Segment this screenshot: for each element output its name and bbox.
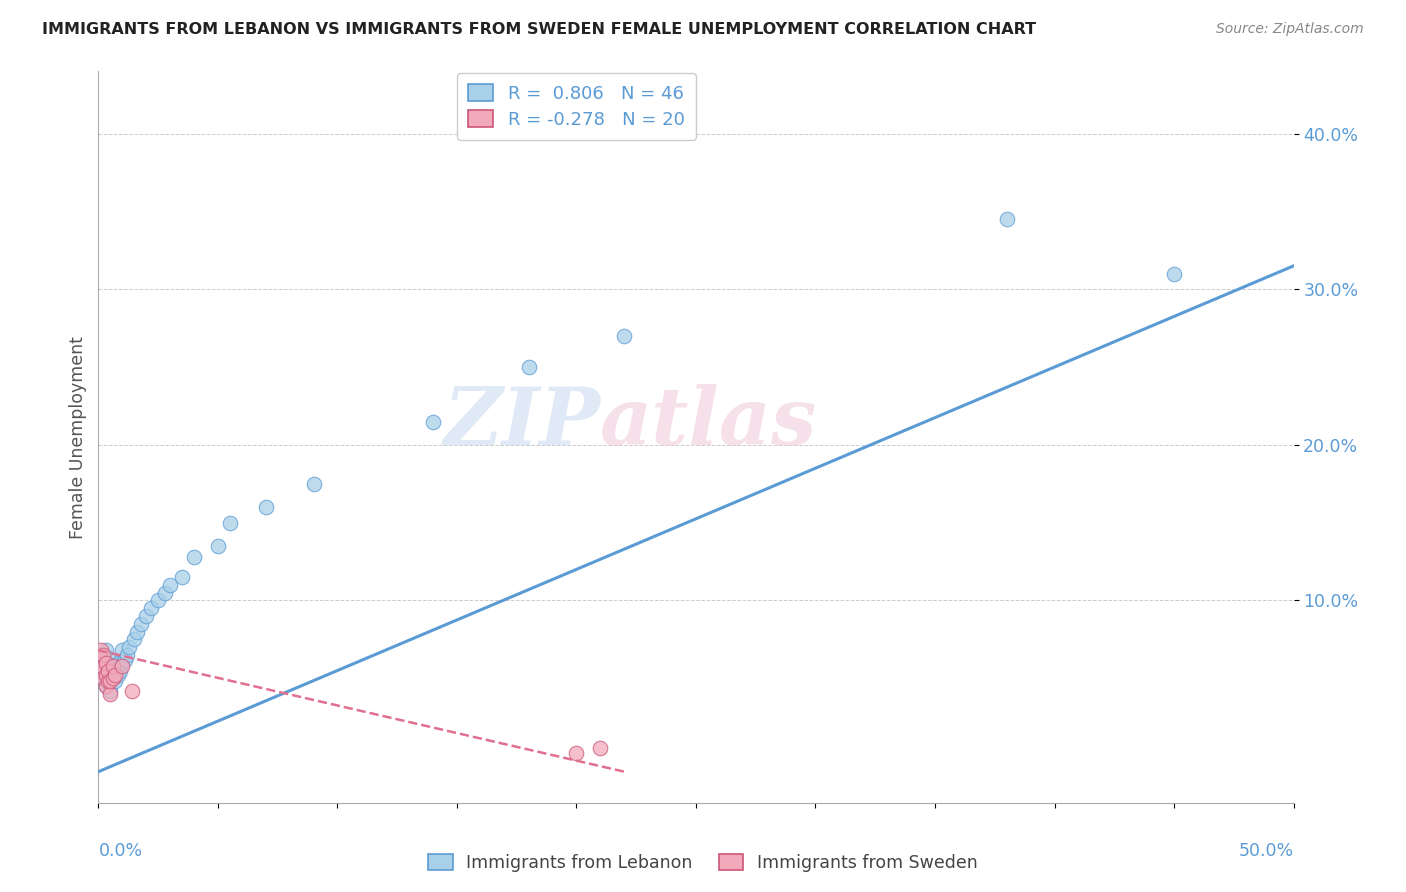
Point: [111, 656, 134, 670]
Point: [101, 658, 124, 673]
Point: [207, 539, 229, 553]
Point: [90, 664, 112, 678]
Point: [121, 683, 143, 698]
Point: [114, 652, 136, 666]
Point: [135, 609, 157, 624]
Point: [565, 746, 588, 760]
Point: [91, 671, 114, 685]
Y-axis label: Female Unemployment: Female Unemployment: [69, 335, 87, 539]
Point: [94, 668, 117, 682]
Point: [172, 570, 194, 584]
Point: [94, 656, 117, 670]
Point: [97, 664, 120, 678]
Point: [155, 585, 177, 599]
Point: [94, 679, 117, 693]
Point: [98, 674, 122, 689]
Point: [111, 643, 134, 657]
Point: [98, 671, 122, 685]
Point: [107, 668, 129, 682]
Point: [159, 578, 181, 592]
Point: [118, 640, 141, 655]
Legend: R =  0.806   N = 46, R = -0.278   N = 20: R = 0.806 N = 46, R = -0.278 N = 20: [457, 73, 696, 139]
Point: [91, 671, 114, 685]
Point: [97, 674, 120, 689]
Point: [101, 671, 124, 685]
Point: [94, 643, 117, 657]
Point: [97, 674, 120, 689]
Point: [254, 500, 277, 515]
Point: [613, 329, 636, 343]
Point: [104, 668, 127, 682]
Point: [517, 359, 540, 374]
Text: IMMIGRANTS FROM LEBANON VS IMMIGRANTS FROM SWEDEN FEMALE UNEMPLOYMENT CORRELATIO: IMMIGRANTS FROM LEBANON VS IMMIGRANTS FR…: [42, 22, 1036, 37]
Point: [104, 662, 127, 676]
Point: [90, 643, 112, 657]
Point: [125, 624, 148, 639]
Point: [90, 652, 112, 666]
Point: [91, 660, 114, 674]
Point: [124, 632, 146, 647]
Point: [97, 664, 120, 678]
Point: [94, 656, 117, 670]
Point: [94, 668, 117, 682]
Point: [90, 652, 112, 666]
Point: [108, 664, 131, 678]
Point: [90, 664, 112, 678]
Point: [101, 671, 124, 685]
Text: atlas: atlas: [600, 384, 818, 461]
Point: [589, 741, 612, 756]
Point: [104, 674, 127, 689]
Point: [98, 683, 122, 698]
Point: [183, 549, 205, 564]
Point: [148, 593, 170, 607]
Text: 50.0%: 50.0%: [1239, 842, 1294, 860]
Point: [111, 658, 134, 673]
Point: [422, 415, 444, 429]
Point: [219, 516, 242, 530]
Text: ZIP: ZIP: [443, 384, 600, 461]
Point: [139, 601, 162, 615]
Point: [1163, 267, 1185, 281]
Point: [91, 648, 114, 662]
Point: [94, 679, 117, 693]
Point: [115, 648, 138, 662]
Text: Source: ZipAtlas.com: Source: ZipAtlas.com: [1216, 22, 1364, 37]
Point: [97, 651, 120, 665]
Point: [107, 656, 129, 670]
Point: [101, 658, 124, 673]
Legend: Immigrants from Lebanon, Immigrants from Sweden: Immigrants from Lebanon, Immigrants from…: [422, 847, 984, 879]
Point: [302, 476, 325, 491]
Point: [995, 212, 1018, 227]
Point: [98, 687, 122, 701]
Point: [131, 616, 153, 631]
Text: 0.0%: 0.0%: [98, 842, 142, 860]
Point: [91, 658, 114, 673]
Point: [98, 658, 122, 673]
Point: [91, 648, 114, 662]
